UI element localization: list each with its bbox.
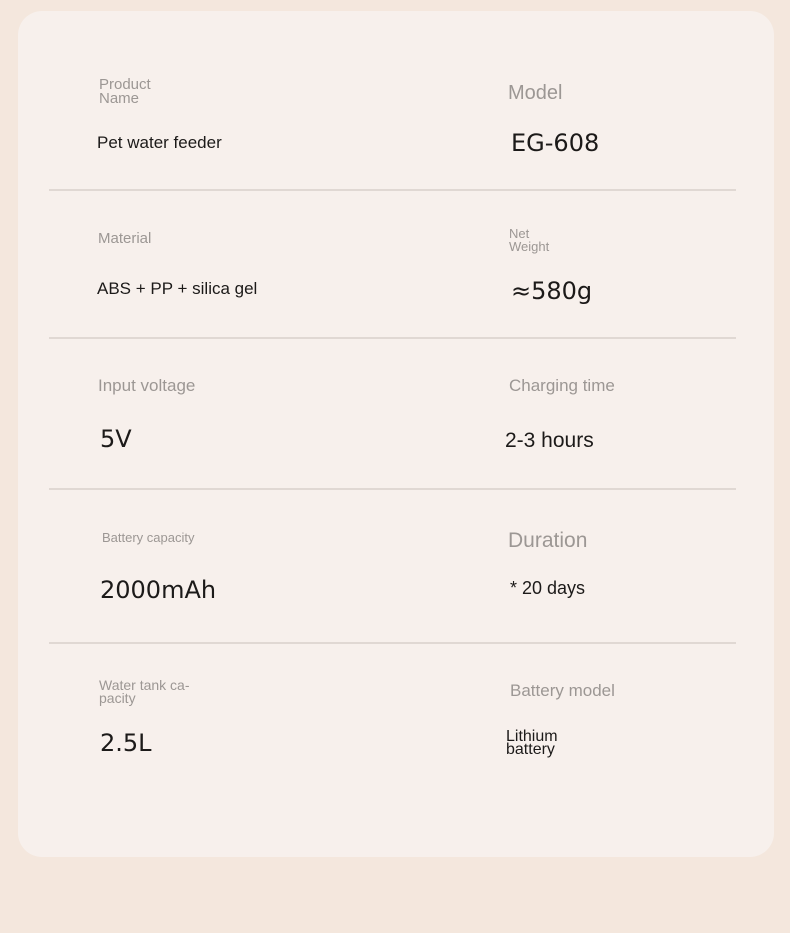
net-weight-label: Net Weight bbox=[509, 226, 550, 254]
charging-time-value: 2-3 hours bbox=[505, 429, 594, 452]
input-voltage-value: 5V bbox=[100, 425, 132, 453]
divider bbox=[49, 189, 736, 191]
battery-model-value: Lithium battery bbox=[506, 728, 558, 758]
charging-time-label: Charging time bbox=[509, 376, 615, 395]
model-label: Model bbox=[508, 82, 563, 104]
divider bbox=[49, 337, 736, 339]
product-name-label: Product Name bbox=[99, 76, 151, 107]
divider bbox=[49, 642, 736, 644]
material-value: ABS + PP + silica gel bbox=[97, 279, 258, 298]
battery-model-label: Battery model bbox=[510, 681, 615, 700]
input-voltage-label: Input voltage bbox=[98, 376, 196, 395]
battery-capacity-value: 2000mAh bbox=[100, 576, 217, 604]
spec-card bbox=[18, 11, 774, 857]
net-weight-value: ≈580g bbox=[511, 277, 593, 305]
duration-value: * 20 days bbox=[510, 578, 586, 598]
divider bbox=[49, 488, 736, 490]
material-label: Material bbox=[98, 230, 152, 247]
model-value: EG-608 bbox=[511, 129, 600, 157]
water-tank-value: 2.5L bbox=[100, 729, 152, 757]
battery-capacity-label: Battery capacity bbox=[102, 530, 195, 545]
product-name-value: Pet water feeder bbox=[97, 133, 222, 152]
water-tank-label: Water tank ca-pacity bbox=[99, 677, 190, 706]
duration-label: Duration bbox=[508, 529, 588, 552]
